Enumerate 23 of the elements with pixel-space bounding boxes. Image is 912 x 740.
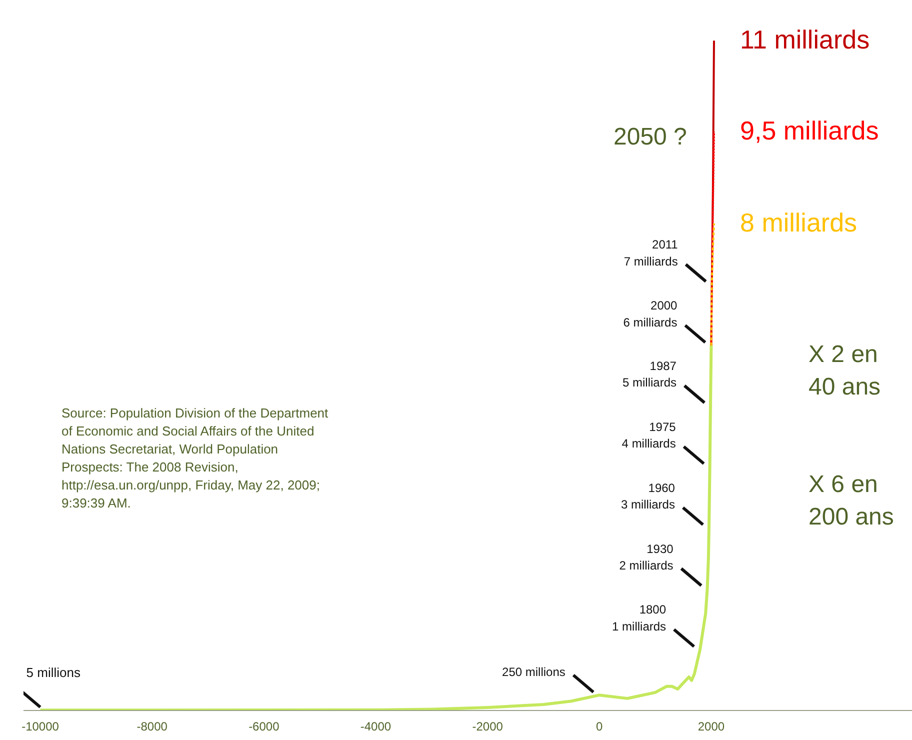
- x-tick-label: 0: [596, 720, 604, 734]
- annotation: X 6 en 200 ans: [808, 471, 894, 530]
- annotation: 2050 ?: [614, 124, 687, 150]
- annotation: 2011 7 milliards: [624, 238, 678, 268]
- x-tick-label: 2000: [698, 720, 725, 734]
- annotation: 2000 6 milliards: [623, 298, 678, 330]
- series-label: 8 milliards: [740, 207, 858, 238]
- x-tick-label: -4000: [360, 720, 392, 734]
- annotation: 5 millions: [26, 665, 81, 680]
- series-label: 11 milliards: [740, 24, 870, 55]
- x-tick-label: -8000: [136, 720, 168, 734]
- annotation: 1987 5 milliards: [622, 358, 677, 390]
- x-tick-label: -2000: [472, 720, 504, 734]
- x-tick-label: -10000: [22, 720, 60, 734]
- annotation: 1800 1 milliards: [612, 602, 666, 634]
- annotation: 1975 4 milliards: [622, 420, 676, 451]
- x-tick-label: -6000: [248, 720, 280, 734]
- annotation: X 2 en 40 ans: [808, 341, 881, 400]
- annotation: Source: Population Division of the Department of Economic and Social Affairs of the United Nations Secretariat, World Population Prospects: The 2008 Revision, http://esa.un.org/unpp, Friday, May 22, 2009; 9:39:39 AM.: [62, 406, 329, 510]
- annotation: 1930 2 milliards: [619, 542, 674, 573]
- series-label: 9,5 milliards: [740, 116, 879, 146]
- annotation: 1960 3 milliards: [620, 480, 676, 512]
- annotation: 250 millions: [502, 665, 566, 680]
